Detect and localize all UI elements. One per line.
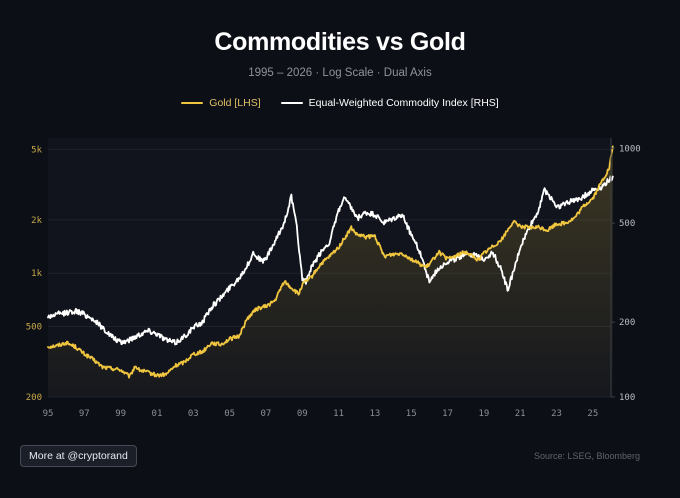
y-left-tick-label: 5k [31, 145, 42, 155]
legend-item-gold: Gold [LHS] [181, 97, 261, 109]
axes: 200 500 1k 2k 5k 100 200 500 1000 95 97 99 01 03 05 07 0… [26, 138, 641, 419]
y-right-tick-label: 1000 [619, 144, 641, 154]
x-tick-label: 09 [297, 409, 308, 419]
gold-series-line [47, 145, 614, 379]
x-tick-label: 03 [188, 409, 199, 419]
series-lines [47, 145, 614, 379]
y-right-tick-label: 200 [619, 318, 635, 328]
legend-label-commodity-index: Equal-Weighted Commodity Index [RHS] [308, 97, 499, 109]
x-tick-label: 19 [478, 409, 489, 419]
x-tick-label: 07 [261, 409, 272, 419]
commodity-index-series-line [47, 175, 614, 346]
gold-area [48, 146, 613, 397]
x-tick-label: 15 [406, 409, 417, 419]
chart-title: Commodities vs Gold [214, 28, 466, 56]
x-tick-label: 99 [115, 409, 126, 419]
x-tick-label: 23 [551, 409, 562, 419]
chart-legend: Gold [LHS] Equal-Weighted Commodity Inde… [0, 97, 680, 109]
x-tick-label: 11 [333, 409, 344, 419]
chart-subtitle: 1995 – 2026 · Log Scale · Dual Axis [248, 67, 432, 79]
source-note: Source: LSEG, Bloomberg [533, 451, 640, 461]
y-right-tick-label: 500 [619, 219, 635, 229]
x-tick-label: 17 [442, 409, 453, 419]
legend-swatch-commodity-index [280, 101, 303, 105]
y-left-tick-label: 500 [26, 323, 42, 333]
legend-swatch-gold [181, 101, 204, 105]
x-tick-label: 95 [43, 409, 54, 419]
y-left-tick-label: 2k [31, 216, 42, 226]
legend-label-gold: Gold [LHS] [209, 97, 261, 109]
x-tick-label: 13 [369, 409, 380, 419]
y-right-tick-label: 100 [619, 393, 635, 403]
x-tick-label: 01 [152, 409, 163, 419]
x-tick-label: 97 [79, 409, 90, 419]
x-tick-label: 25 [587, 409, 598, 419]
more-at-cryptorand-button[interactable]: More at @cryptorand [20, 445, 137, 467]
gold-area-fill [48, 146, 613, 397]
y-left-tick-label: 200 [26, 393, 42, 403]
x-tick-label: 21 [515, 409, 526, 419]
x-tick-label: 05 [224, 409, 235, 419]
legend-item-commodity-index: Equal-Weighted Commodity Index [RHS] [280, 97, 499, 109]
y-left-tick-label: 1k [31, 269, 42, 279]
